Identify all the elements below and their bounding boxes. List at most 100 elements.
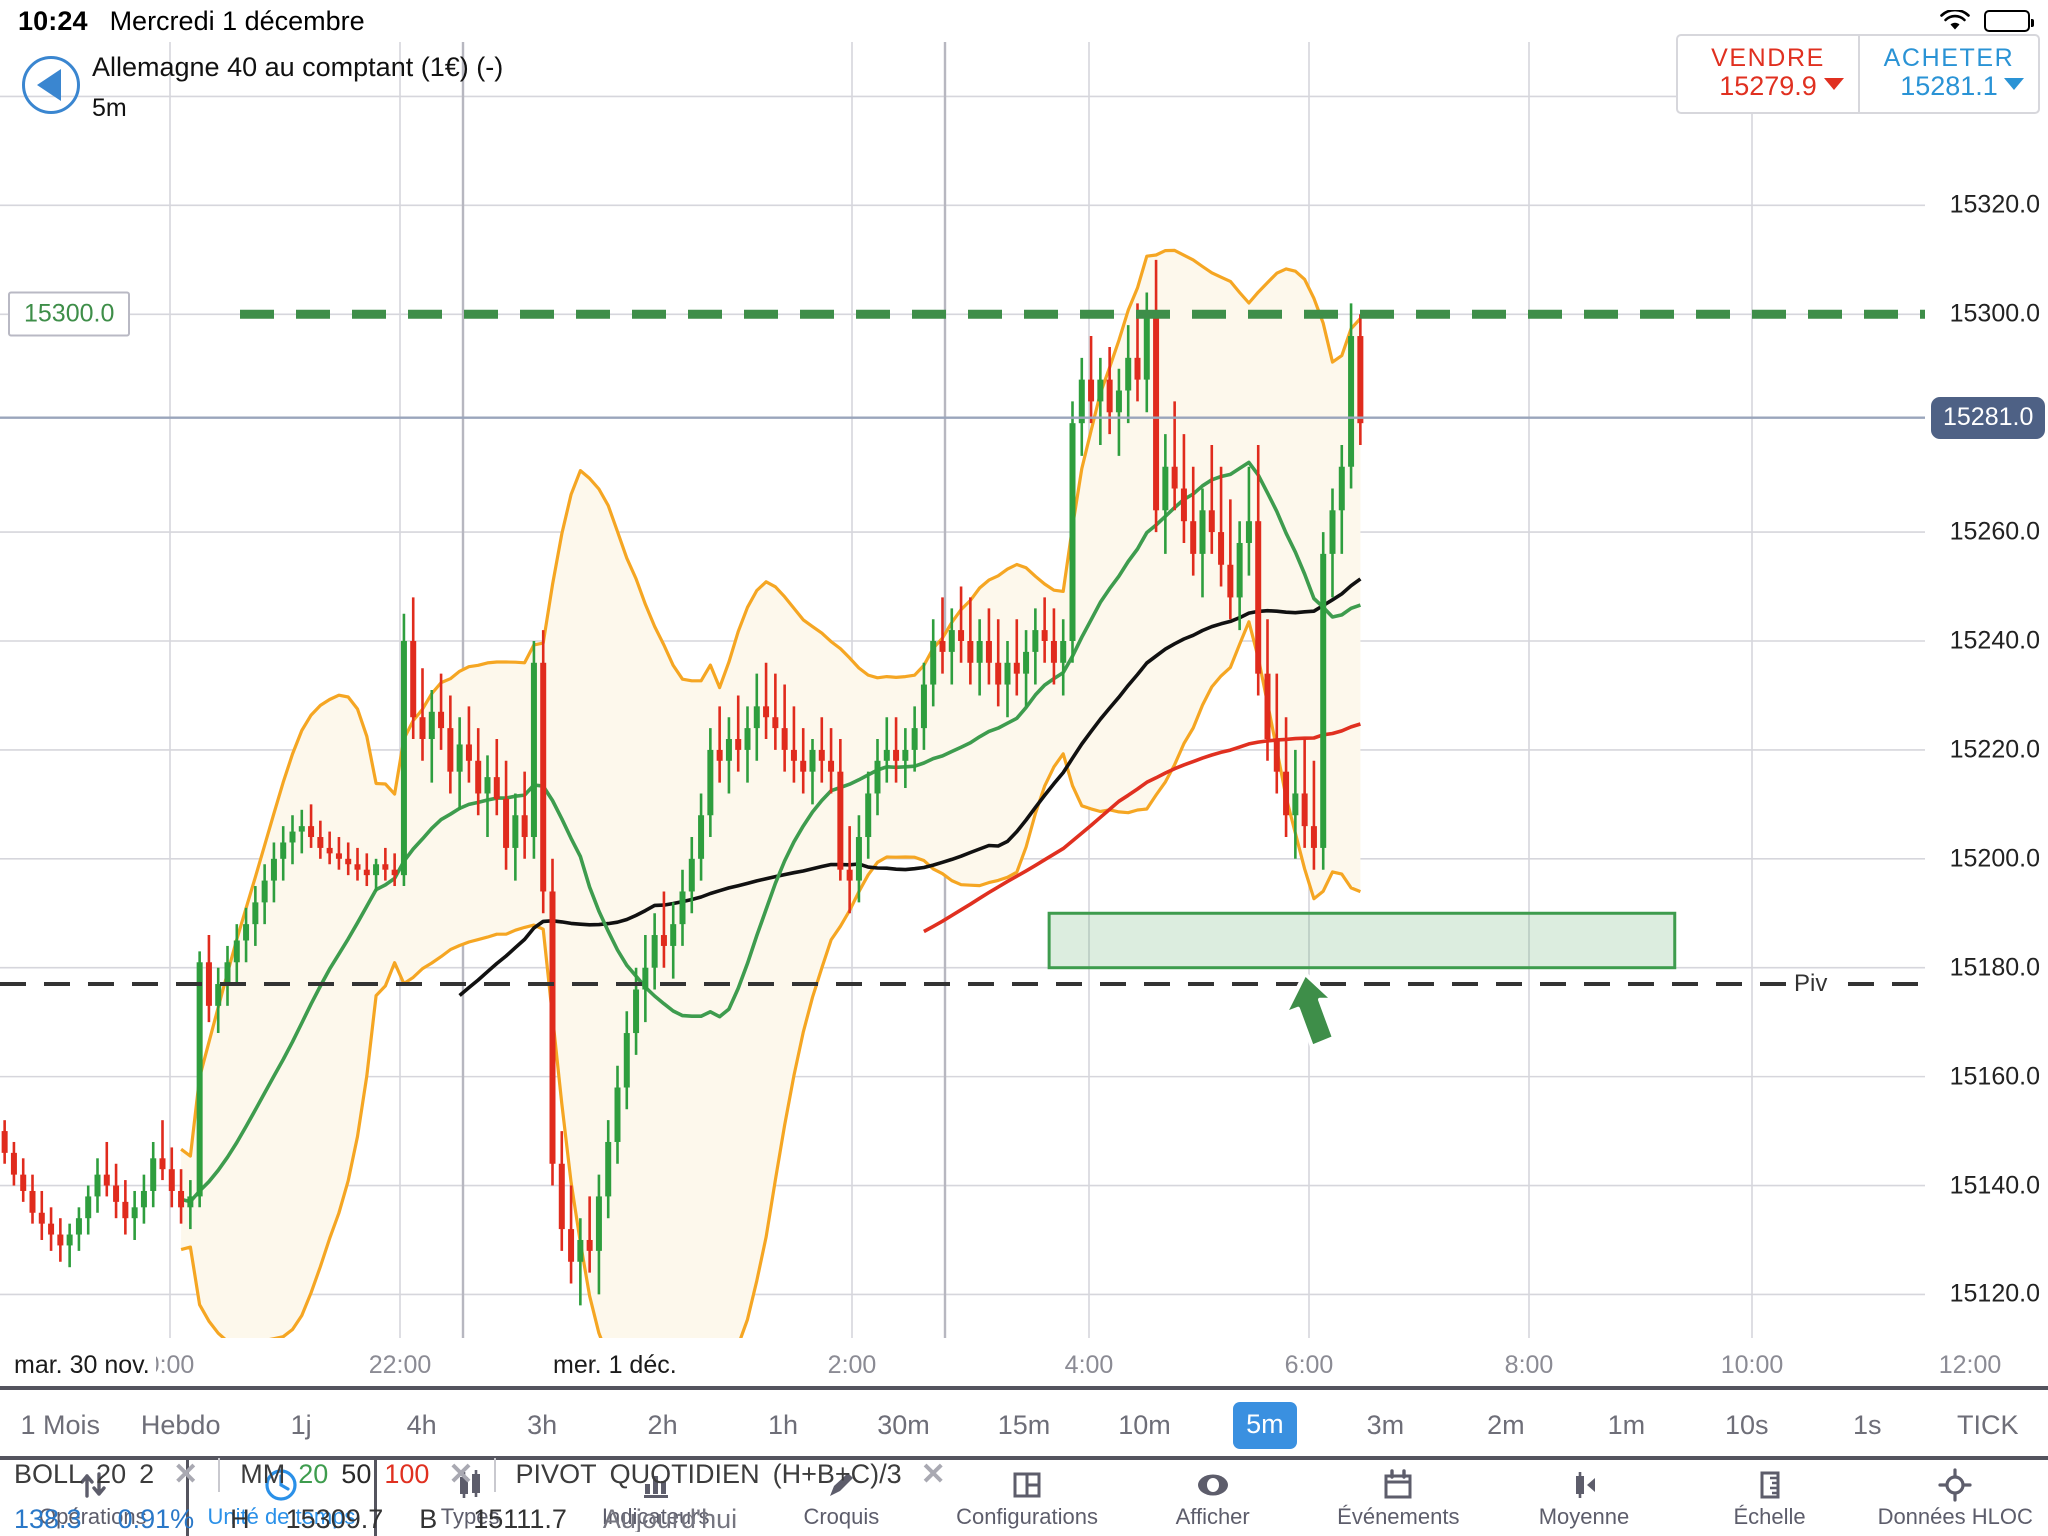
timeframe-option-4h[interactable]: 4h — [361, 1410, 481, 1441]
candle-body — [168, 1169, 175, 1191]
timeframe-option-1s[interactable]: 1s — [1807, 1410, 1927, 1441]
candle — [688, 837, 695, 914]
candle-body — [224, 962, 231, 985]
candle-body — [1171, 466, 1178, 489]
toolbar-item-donn-es-hloc[interactable]: Données HLOC — [1862, 1460, 2048, 1536]
candle-body — [967, 640, 974, 663]
timeframe-label: 15m — [997, 1409, 1051, 1440]
timeframe-option-5m[interactable]: 5m — [1205, 1401, 1325, 1449]
support-zone-rectangle[interactable] — [1047, 911, 1677, 970]
sell-button[interactable]: VENDRE 15279.9 — [1678, 36, 1858, 112]
layout-icon — [1010, 1468, 1044, 1502]
candle — [1, 1120, 8, 1164]
candle — [577, 1218, 584, 1306]
candle — [642, 935, 649, 1023]
toolbar-item-label: Afficher — [1175, 1504, 1250, 1529]
candle-body — [1283, 771, 1290, 816]
candle-body — [1320, 553, 1327, 848]
close-icon[interactable]: ✕ — [173, 1458, 199, 1491]
timeframe-option-1-mois[interactable]: 1 Mois — [0, 1410, 120, 1441]
legend-mm[interactable]: MM 20 50 100 ✕ — [240, 1457, 473, 1492]
candle — [828, 728, 835, 794]
timeframe-option-2m[interactable]: 2m — [1446, 1410, 1566, 1441]
candle-body — [911, 728, 918, 750]
price-tick-label: 15220.0 — [1949, 735, 2040, 764]
candle — [1088, 336, 1095, 424]
legend-pivot[interactable]: PIVOT QUOTIDIEN (H+B+C)/3 ✕ — [516, 1457, 946, 1492]
current-timeframe-label: 5m — [92, 94, 127, 122]
bollinger-lower-line — [180, 620, 1361, 1338]
candle — [1329, 488, 1336, 598]
time-axis[interactable]: 0:00 22:00 2:00 4:00 6:00 8:00 10:00 12:00 mar. … — [0, 1338, 2048, 1390]
timeframe-option-15m[interactable]: 15m — [964, 1410, 1084, 1441]
candle-body — [577, 1239, 584, 1262]
candle-body — [530, 662, 537, 838]
timeframe-option-3m[interactable]: 3m — [1325, 1410, 1445, 1441]
candle-body — [837, 771, 844, 870]
toolbar-item-v-nements[interactable]: Événements — [1305, 1460, 1491, 1536]
timeframe-option-10m[interactable]: 10m — [1084, 1410, 1204, 1441]
stat-session: Aujourd'hui — [602, 1506, 738, 1532]
alert-price-label[interactable]: 15300.0 — [8, 291, 131, 337]
candle — [326, 831, 333, 865]
back-arrow-icon[interactable] — [22, 56, 80, 114]
wifi-icon — [1940, 10, 1970, 32]
candle — [1115, 368, 1122, 456]
timeframe-option-1m[interactable]: 1m — [1566, 1410, 1686, 1441]
close-icon[interactable]: ✕ — [448, 1458, 474, 1491]
legend-divider — [493, 1457, 496, 1492]
candle — [1134, 303, 1141, 402]
candle — [772, 673, 779, 750]
timeframe-option-10s[interactable]: 10s — [1687, 1410, 1807, 1441]
candle — [1180, 434, 1187, 543]
toolbar-item-chelle[interactable]: Échelle — [1677, 1460, 1863, 1536]
timeframe-selector[interactable]: 1 Mois Hebdo 1j 4h 3h 2h 1h 30m 15m 10m 5m 3m 2m 1m 10… — [0, 1394, 2048, 1456]
toolbar-item-moyenne[interactable]: Moyenne — [1491, 1460, 1677, 1536]
candlestick-chart-canvas[interactable] — [0, 42, 1925, 1338]
candle — [595, 1174, 602, 1295]
toolbar-item-label: Indicateurs — [601, 1504, 710, 1529]
candle-body — [475, 760, 482, 794]
candle-body — [122, 1201, 129, 1219]
candle — [252, 886, 259, 946]
candle-body — [883, 749, 890, 761]
legend-boll[interactable]: BOLL 20 2 ✕ — [14, 1457, 198, 1492]
timeframe-option-1h[interactable]: 1h — [723, 1410, 843, 1441]
bottom-toolbar[interactable]: Opérations Unité de temps Types Indicateurs… — [0, 1456, 2048, 1536]
candle — [790, 706, 797, 783]
candle-body — [428, 711, 435, 740]
candle — [1227, 499, 1234, 620]
timeframe-label: 1s — [1853, 1409, 1882, 1440]
candle — [809, 739, 816, 805]
close-icon[interactable]: ✕ — [920, 1458, 946, 1491]
toolbar-item-croquis[interactable]: Croquis — [749, 1460, 935, 1536]
timeframe-option-2h[interactable]: 2h — [602, 1410, 722, 1441]
timeframe-option-30m[interactable]: 30m — [843, 1410, 963, 1441]
timeframe-option-1j[interactable]: 1j — [241, 1410, 361, 1441]
candle-body — [549, 891, 556, 1164]
candle — [818, 717, 825, 783]
toolbar-item-unit-de-temps[interactable]: Unité de temps — [189, 1460, 375, 1536]
toolbar-item-types[interactable]: Types — [377, 1460, 563, 1536]
candle-body — [688, 858, 695, 892]
up-arrow-annotation[interactable] — [1283, 971, 1336, 1049]
toolbar-item-indicateurs[interactable]: Indicateurs — [563, 1460, 749, 1536]
candle — [270, 842, 277, 903]
toolbar-item-configurations[interactable]: Configurations — [934, 1460, 1120, 1536]
candle-body — [753, 706, 760, 729]
candle — [475, 728, 482, 816]
timeframe-option-3h[interactable]: 3h — [482, 1410, 602, 1441]
toolbar-item-label: Configurations — [956, 1504, 1098, 1529]
buy-button[interactable]: ACHETER 15281.1 — [1858, 36, 2038, 112]
toolbar-item-afficher[interactable]: Afficher — [1120, 1460, 1306, 1536]
bollinger-upper-line — [180, 248, 1362, 1158]
chart-plot[interactable] — [0, 42, 1925, 1338]
timeframe-option-hebdo[interactable]: Hebdo — [120, 1410, 240, 1441]
candle-body — [1218, 532, 1225, 565]
price-axis[interactable]: 15340.015320.015300.015260.015240.015220… — [1925, 42, 2048, 1338]
timeframe-option-tick[interactable]: TICK — [1928, 1410, 2048, 1441]
toolbar-item-op-rations[interactable]: Opérations — [0, 1460, 186, 1536]
candle — [865, 771, 872, 859]
candle-body — [205, 962, 212, 1006]
candle-body — [1004, 662, 1011, 685]
